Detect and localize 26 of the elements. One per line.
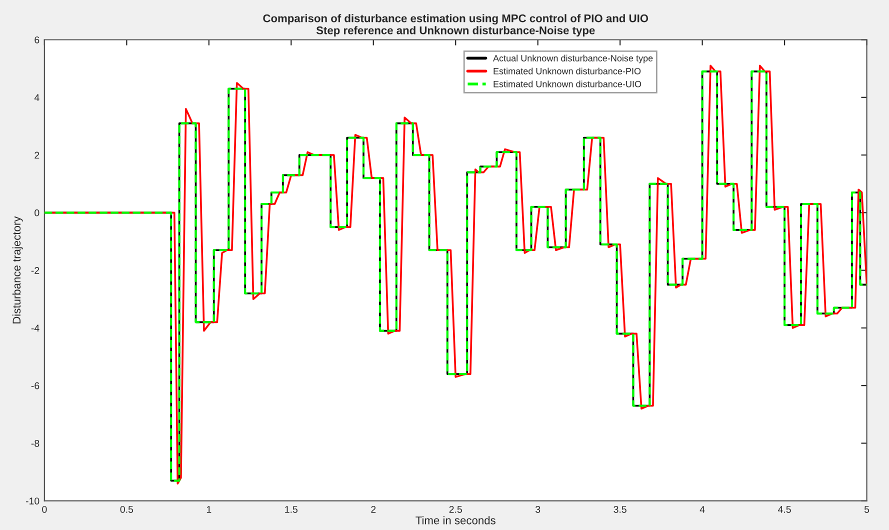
y-tick-label: -4 — [31, 324, 40, 332]
legend-label: Estimated Unknown disturbance-PIO — [494, 68, 641, 74]
y-tick-label: -10 — [26, 498, 40, 504]
y-tick-label: -2 — [31, 267, 40, 274]
x-tick-label: 4.5 — [778, 506, 791, 513]
y-tick-label: 4 — [34, 94, 40, 101]
x-tick-label: 2 — [371, 506, 376, 513]
x-tick-label: 4 — [700, 506, 705, 513]
x-tick-label: 1 — [206, 506, 212, 513]
y-axis-title: Disturbance trajectory — [12, 216, 23, 324]
x-axis-title: Time in seconds — [416, 516, 496, 524]
y-tick-label: -6 — [31, 382, 40, 390]
x-tick-label: 2.5 — [449, 506, 462, 513]
y-tick-label: 0 — [34, 209, 40, 216]
y-tick-label: 6 — [34, 36, 40, 44]
legend-label: Estimated Unknown disturbance-UIO — [494, 80, 642, 88]
x-tick-label: 0 — [42, 506, 47, 513]
legend-label: Actual Unknown disturbance-Noise type — [493, 54, 653, 64]
y-tick-label: 2 — [34, 152, 40, 159]
y-tick-label: -8 — [31, 440, 40, 447]
x-tick-label: 5 — [864, 506, 870, 513]
x-tick-label: 3.5 — [614, 506, 626, 513]
chart-title: Comparison of disturbance estimation using MPC control of PIO and UIO Step reference and Unknown disturbance-Noise type — [263, 14, 648, 36]
x-tick-label: 1.5 — [285, 506, 298, 513]
x-tick-label: 3 — [536, 506, 540, 513]
x-tick-label: 0.5 — [120, 506, 134, 513]
